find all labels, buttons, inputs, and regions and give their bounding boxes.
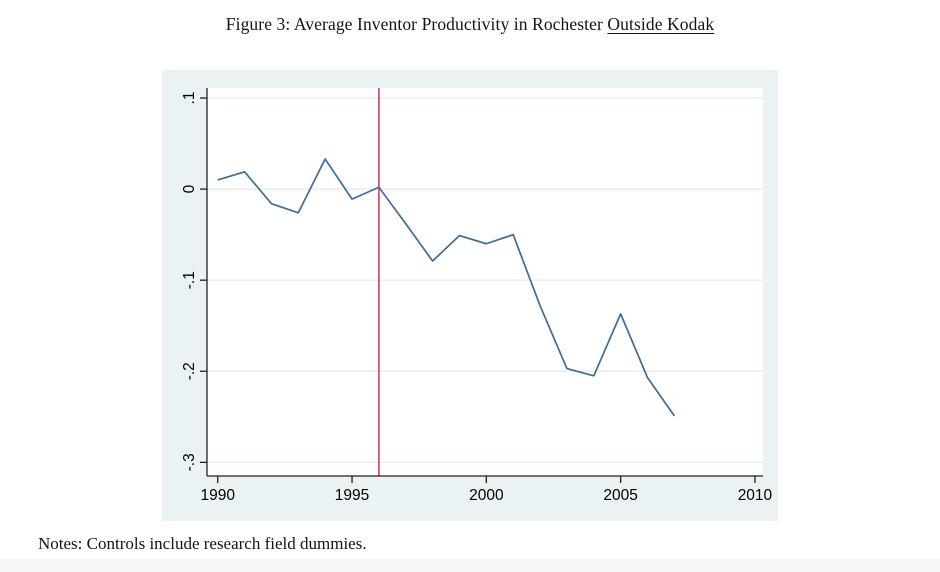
chart-figure: .1 0 -.1 -.2 -.3 1990 1995 2000 2005 2010 bbox=[162, 70, 778, 521]
figure-notes: Notes: Controls include research field d… bbox=[38, 534, 367, 553]
y-tick-label: -.2 bbox=[181, 362, 198, 380]
x-tick-label: 1990 bbox=[201, 487, 236, 504]
y-tick-label: .1 bbox=[181, 92, 198, 105]
y-tick-label: -.3 bbox=[181, 453, 198, 471]
x-tick-label: 2000 bbox=[469, 487, 504, 504]
plot-area bbox=[207, 88, 763, 476]
y-tick-label: -.1 bbox=[181, 271, 198, 289]
figure-title-text: Figure 3: Average Inventor Productivity … bbox=[225, 14, 608, 34]
productivity-line bbox=[217, 158, 676, 417]
y-tick-label: 0 bbox=[181, 184, 198, 193]
x-tick-label: 2010 bbox=[738, 487, 773, 504]
figure-title: Figure 3: Average Inventor Productivity … bbox=[0, 14, 940, 35]
x-tick-label: 1995 bbox=[335, 487, 369, 504]
bottom-strip bbox=[0, 559, 940, 572]
x-tick-label: 2005 bbox=[603, 487, 637, 504]
figure-title-underlined: Outside Kodak bbox=[607, 14, 715, 34]
